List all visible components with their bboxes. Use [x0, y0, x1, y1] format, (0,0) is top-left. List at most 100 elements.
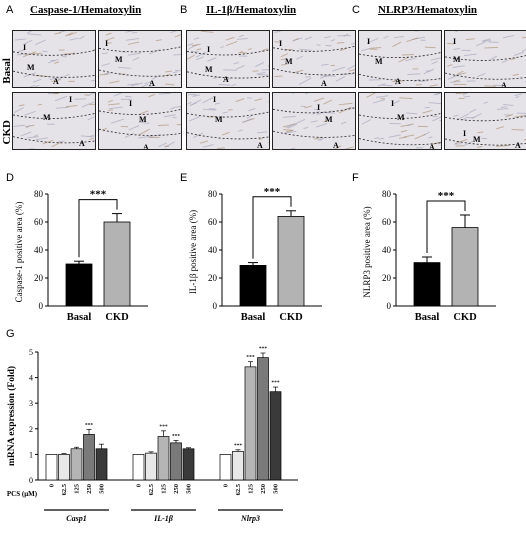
fiber-stroke — [200, 31, 214, 33]
fiber-stroke — [69, 37, 79, 41]
bar-ckd — [451, 227, 479, 307]
group-label: IL-1β — [153, 514, 174, 523]
micrograph-texture — [273, 93, 355, 149]
dashed-boundary — [273, 68, 355, 76]
fiber-stroke — [483, 101, 489, 104]
fiber-stroke — [189, 115, 201, 122]
fiber-stroke — [35, 84, 40, 87]
dashed-boundary — [99, 128, 181, 136]
fiber-stroke — [335, 75, 346, 82]
dose-label: 125 — [161, 483, 168, 494]
micrograph-texture — [359, 93, 441, 149]
fiber-stroke — [280, 58, 286, 61]
fiber-stroke — [34, 39, 46, 46]
fiber-stroke — [193, 132, 204, 139]
fiber-stroke — [401, 53, 414, 56]
fiber-stroke — [372, 99, 386, 104]
fiber-stroke — [453, 79, 460, 83]
fiber-stroke — [125, 38, 140, 41]
micrograph-texture — [187, 31, 269, 87]
fiber-stroke — [361, 119, 372, 125]
fiber-stroke — [31, 52, 42, 55]
fiber-stroke — [501, 59, 508, 63]
fiber-stroke — [469, 108, 477, 113]
fiber-stroke — [187, 101, 192, 105]
dose-label: 125 — [74, 483, 81, 494]
y-tick-label: 20 — [208, 273, 218, 283]
bar-nlrp3-dose-0 — [219, 454, 232, 481]
fiber-stroke — [217, 147, 225, 149]
dashed-boundary — [13, 112, 95, 119]
region-label-a: A — [321, 79, 327, 88]
fiber-stroke — [414, 78, 421, 83]
panel-letter-e: E — [180, 172, 188, 184]
dose-label: 0 — [136, 484, 143, 487]
region-label-a: A — [395, 77, 401, 86]
bar-casp1-dose-0 — [45, 454, 58, 481]
fiber-stroke — [108, 103, 120, 106]
fiber-stroke — [392, 41, 402, 48]
fiber-stroke — [476, 73, 486, 78]
fiber-stroke — [351, 42, 355, 45]
category-label: Basal — [415, 312, 440, 323]
micrograph-texture — [445, 31, 526, 87]
fiber-stroke — [428, 136, 433, 139]
fiber-stroke — [338, 102, 353, 106]
fiber-stroke — [274, 41, 282, 43]
fiber-stroke — [35, 137, 48, 141]
fiber-stroke — [447, 42, 454, 45]
fiber-stroke — [13, 107, 24, 114]
fiber-stroke — [323, 119, 329, 123]
region-label-i: I — [213, 95, 217, 104]
fiber-stroke — [192, 94, 201, 97]
panel-letter-c: C — [352, 4, 360, 16]
significance-stars: *** — [85, 422, 94, 428]
bar-basal — [413, 262, 441, 307]
region-label-i: I — [453, 37, 457, 46]
fiber-stroke — [20, 131, 32, 137]
fiber-stroke — [394, 81, 401, 85]
fiber-stroke — [452, 114, 459, 117]
fiber-stroke — [33, 133, 39, 138]
bar-nlrp3-dose-2 — [244, 366, 257, 481]
region-label-m: M — [397, 113, 405, 122]
fiber-stroke — [305, 93, 309, 95]
bar-nlrp3-dose-4 — [269, 391, 282, 481]
fiber-stroke — [148, 84, 156, 87]
fiber-stroke — [418, 80, 427, 83]
fiber-stroke — [132, 56, 140, 62]
fiber-stroke — [496, 126, 504, 130]
dashed-boundary — [273, 107, 355, 114]
fiber-stroke — [341, 73, 354, 76]
fiber-stroke — [54, 95, 68, 102]
significance-stars: *** — [271, 380, 280, 386]
fiber-stroke — [484, 85, 496, 87]
fiber-stroke — [144, 80, 154, 85]
fiber-stroke — [304, 36, 313, 41]
fiber-stroke — [93, 48, 95, 51]
fiber-stroke — [400, 123, 415, 128]
fiber-stroke — [105, 32, 112, 36]
fiber-stroke — [214, 102, 221, 105]
fiber-stroke — [109, 80, 120, 84]
fiber-stroke — [374, 137, 379, 140]
fiber-stroke — [15, 38, 27, 41]
fiber-stroke — [400, 130, 408, 133]
fiber-stroke — [58, 140, 65, 143]
fiber-stroke — [514, 115, 526, 118]
dashed-boundary — [445, 138, 526, 146]
fiber-stroke — [405, 57, 417, 62]
y-tick-label: 1 — [29, 450, 33, 459]
fiber-stroke — [514, 93, 522, 96]
region-label-i: I — [317, 103, 321, 112]
dose-label: 500 — [273, 484, 280, 494]
y-tick-label: 60 — [382, 217, 392, 227]
fiber-stroke — [477, 131, 484, 134]
fiber-stroke — [27, 136, 39, 139]
fiber-stroke — [170, 31, 177, 34]
fiber-stroke — [195, 56, 204, 61]
fiber-stroke — [285, 123, 295, 129]
fiber-stroke — [455, 93, 468, 95]
fiber-stroke — [127, 41, 140, 45]
fiber-stroke — [332, 66, 346, 72]
